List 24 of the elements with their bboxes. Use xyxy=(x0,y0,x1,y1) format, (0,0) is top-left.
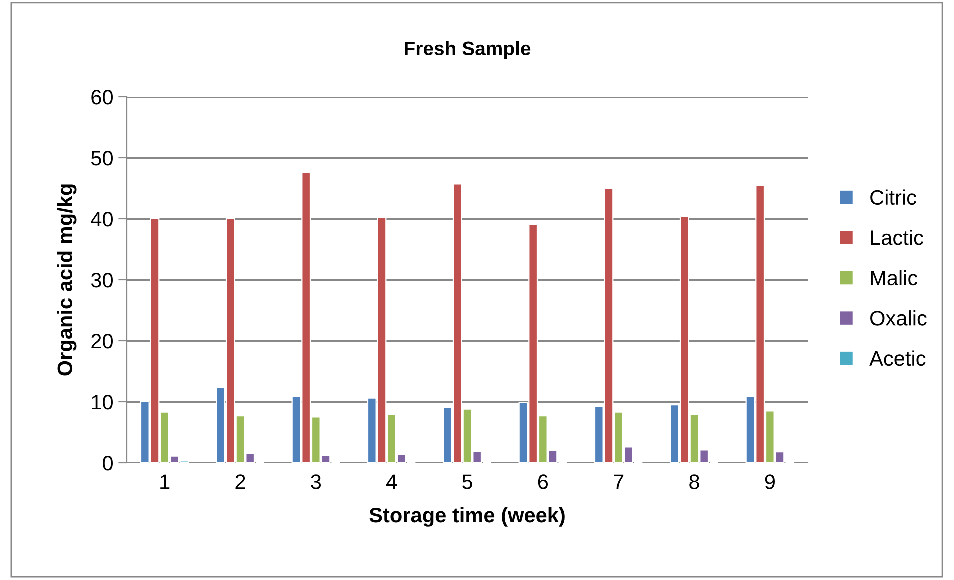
y-tick-label: 30 xyxy=(91,273,113,288)
y-tick-label: 40 xyxy=(91,212,113,227)
x-tick-label: 1 xyxy=(160,474,170,490)
legend-label: Lactic xyxy=(871,230,924,246)
y-tick-label: 0 xyxy=(103,456,113,471)
legend-label: Citric xyxy=(870,190,916,206)
legend-label: Acetic xyxy=(870,350,926,366)
legend-label: Malic xyxy=(871,270,918,286)
x-tick-label: 9 xyxy=(765,474,775,490)
x-tick-label: 5 xyxy=(462,474,472,490)
legend-label: Oxalic xyxy=(870,310,927,326)
x-tick-label: 8 xyxy=(690,474,700,490)
x-axis-title: Storage time (week) xyxy=(370,507,565,527)
y-tick-label: 60 xyxy=(92,90,113,105)
x-tick-label: 6 xyxy=(538,474,548,490)
x-tick-label: 2 xyxy=(236,474,246,490)
y-axis-title: Organic acid mg/kg xyxy=(57,184,77,376)
y-tick-label: 50 xyxy=(91,151,113,166)
x-tick-label: 3 xyxy=(311,474,322,490)
x-tick-label: 7 xyxy=(614,474,624,490)
x-tick-label: 4 xyxy=(386,474,398,490)
y-tick-label: 10 xyxy=(92,395,113,410)
chart-title: Fresh Sample xyxy=(405,41,531,60)
y-tick-label: 20 xyxy=(92,334,113,349)
